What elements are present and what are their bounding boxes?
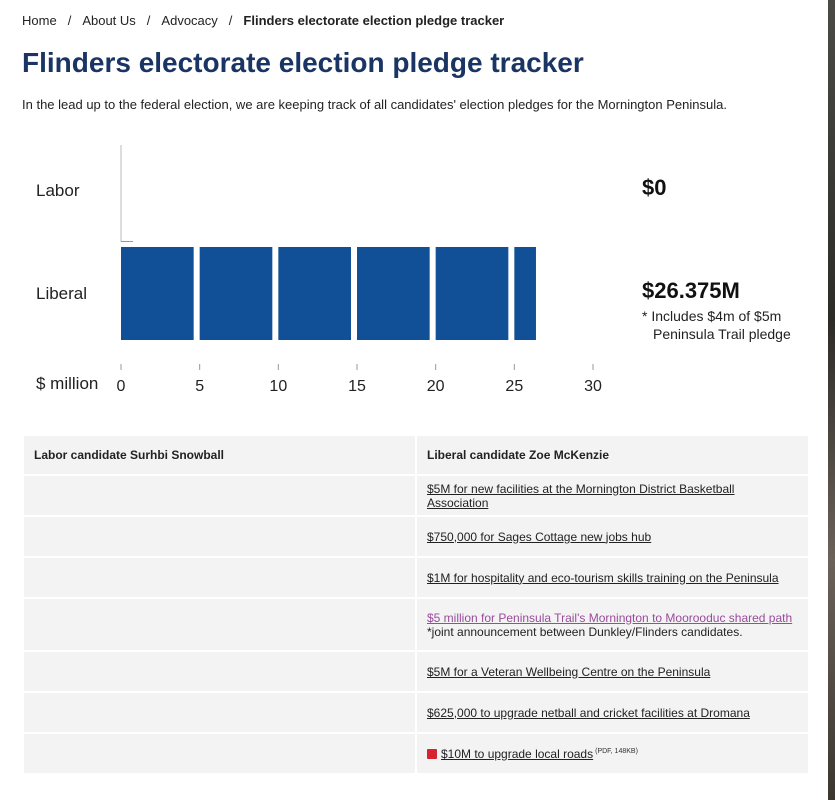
pledge-table: Labor candidate Surhbi Snowball Liberal … xyxy=(22,434,810,775)
liberal-total: $26.375M xyxy=(642,278,740,303)
table-row: $10M to upgrade local roads (PDF, 148KB) xyxy=(24,734,808,773)
chart-x-axis-label: $ million xyxy=(36,374,98,393)
liberal-cell: $10M to upgrade local roads (PDF, 148KB) xyxy=(417,734,808,773)
table-row: $5M for new facilities at the Mornington… xyxy=(24,476,808,515)
breadcrumb-home[interactable]: Home xyxy=(22,13,57,28)
chart-x-ticks: 0 5 10 15 20 25 30 xyxy=(117,364,602,395)
table-header-row: Labor candidate Surhbi Snowball Liberal … xyxy=(24,436,808,474)
chart-bar-segment xyxy=(121,247,194,340)
pledge-link[interactable]: $625,000 to upgrade netball and cricket … xyxy=(427,705,750,720)
liberal-column-header: Liberal candidate Zoe McKenzie xyxy=(417,436,808,474)
labor-cell xyxy=(24,476,415,515)
pledge-chart: Labor Liberal 0 5 10 15 20 25 30 $ million xyxy=(36,145,602,395)
breadcrumb-separator: / xyxy=(67,13,72,28)
intro-text: In the lead up to the federal election, … xyxy=(22,97,727,112)
note-line-2: Peninsula Trail pledge xyxy=(653,326,791,342)
breadcrumb-separator: / xyxy=(146,13,151,28)
table-row: $1M for hospitality and eco-tourism skil… xyxy=(24,558,808,597)
pledge-link[interactable]: $1M for hospitality and eco-tourism skil… xyxy=(427,570,779,585)
table-row: $750,000 for Sages Cottage new jobs hub xyxy=(24,517,808,556)
chart-bar-segment xyxy=(357,247,430,340)
chart-bar-segment xyxy=(199,247,273,340)
labor-cell xyxy=(24,517,415,556)
chart-bar-segment xyxy=(514,247,536,340)
chart-tick-label: 15 xyxy=(348,378,366,395)
window-edge xyxy=(828,0,835,800)
pledge-link[interactable]: $5M for a Veteran Wellbeing Centre on th… xyxy=(427,664,711,679)
pdf-icon xyxy=(427,748,437,759)
labor-cell xyxy=(24,558,415,597)
chart-tick-label: 30 xyxy=(584,378,602,395)
pledge-link[interactable]: $5 million for Peninsula Trail's Morning… xyxy=(427,610,793,625)
note-line-1: * Includes $4m of $5m xyxy=(642,308,782,324)
labor-cell xyxy=(24,652,415,691)
breadcrumb: Home / About Us / Advocacy / Flinders el… xyxy=(22,13,504,28)
breadcrumb-advocacy[interactable]: Advocacy xyxy=(161,13,218,28)
chart-bars xyxy=(121,241,536,340)
pdf-file-info: (PDF, 148KB) xyxy=(595,747,638,755)
table-row: $625,000 to upgrade netball and cricket … xyxy=(24,693,808,732)
chart-bar-empty xyxy=(121,241,133,242)
breadcrumb-about-us[interactable]: About Us xyxy=(82,13,136,28)
chart-tick-label: 10 xyxy=(269,378,287,395)
chart-tick-label: 0 xyxy=(117,378,126,395)
liberal-cell: $5M for new facilities at the Mornington… xyxy=(417,476,808,515)
liberal-cell: $5 million for Peninsula Trail's Morning… xyxy=(417,599,808,650)
pledge-note: *joint announcement between Dunkley/Flin… xyxy=(427,624,743,639)
page-title: Flinders electorate election pledge trac… xyxy=(22,47,584,78)
chart-category-label: Labor xyxy=(36,181,80,200)
liberal-cell: $625,000 to upgrade netball and cricket … xyxy=(417,693,808,732)
pledge-link[interactable]: $10M to upgrade local roads xyxy=(441,746,594,761)
labor-column-header: Labor candidate Surhbi Snowball xyxy=(24,436,415,474)
liberal-total-note: * Includes $4m of $5m Peninsula Trail pl… xyxy=(642,307,791,343)
chart-category-labels: Labor Liberal xyxy=(36,181,87,303)
chart-bar-segment xyxy=(435,247,509,340)
table-row: $5M for a Veteran Wellbeing Centre on th… xyxy=(24,652,808,691)
chart-bar-segment xyxy=(278,247,351,340)
chart-tick-label: 20 xyxy=(427,378,445,395)
table-row: $5 million for Peninsula Trail's Morning… xyxy=(24,599,808,650)
pledge-link[interactable]: $5M for new facilities at the Mornington… xyxy=(427,481,735,510)
labor-cell xyxy=(24,599,415,650)
labor-total: $0 xyxy=(642,175,667,200)
chart-tick-label: 5 xyxy=(195,378,204,395)
labor-cell xyxy=(24,693,415,732)
labor-cell xyxy=(24,734,415,773)
chart-category-label: Liberal xyxy=(36,284,87,303)
liberal-cell: $750,000 for Sages Cottage new jobs hub xyxy=(417,517,808,556)
liberal-cell: $5M for a Veteran Wellbeing Centre on th… xyxy=(417,652,808,691)
liberal-cell: $1M for hospitality and eco-tourism skil… xyxy=(417,558,808,597)
breadcrumb-current: Flinders electorate election pledge trac… xyxy=(243,13,505,28)
breadcrumb-separator: / xyxy=(228,13,233,28)
pledge-link[interactable]: $750,000 for Sages Cottage new jobs hub xyxy=(427,529,652,544)
chart-tick-label: 25 xyxy=(505,378,523,395)
